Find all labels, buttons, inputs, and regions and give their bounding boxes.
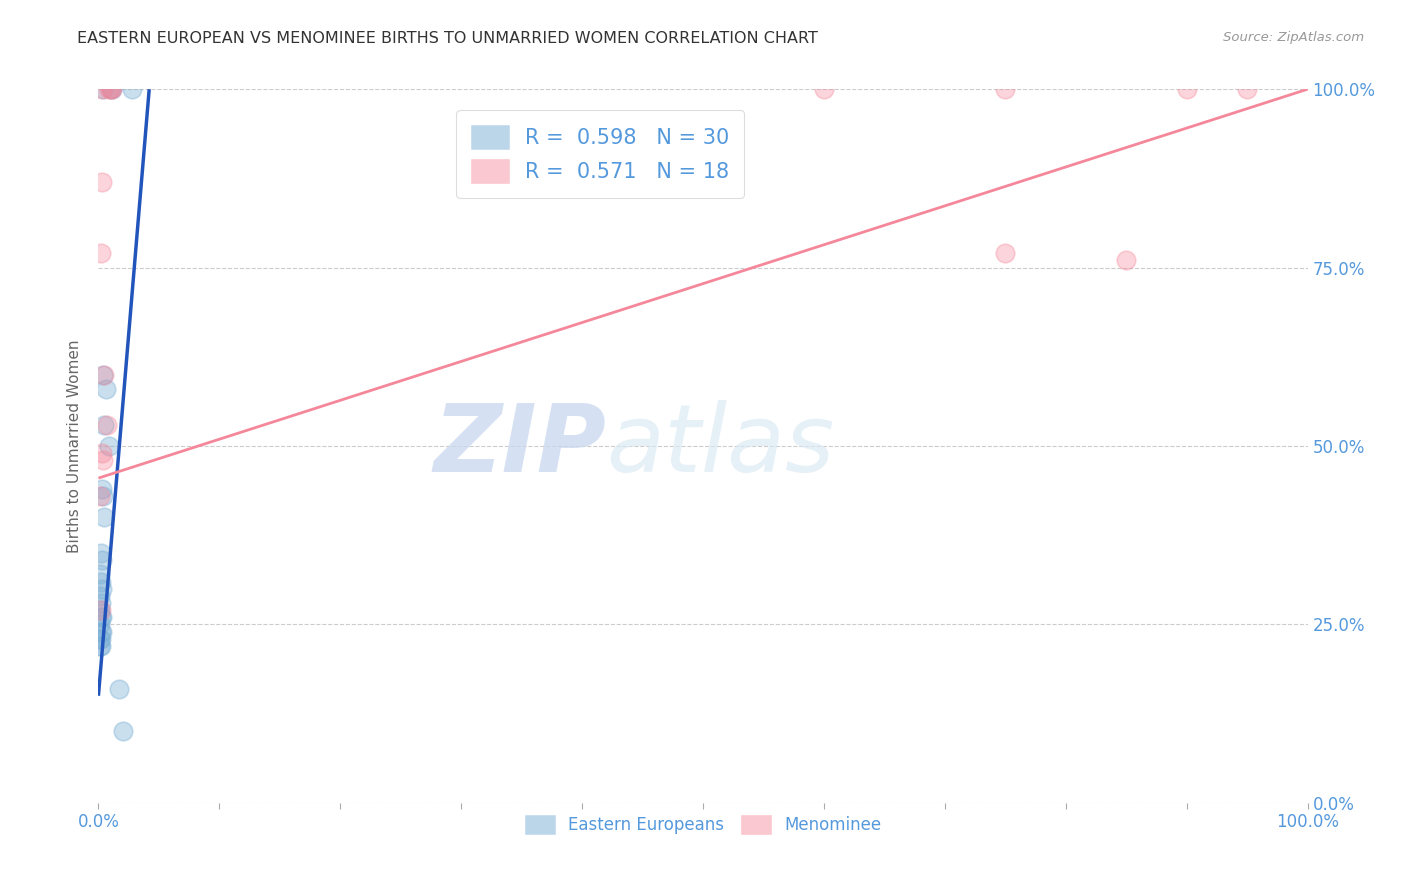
Point: [994, 82, 1017, 96]
Point: [94, 382, 117, 396]
Point: [91, 582, 114, 596]
Point: [1115, 253, 1137, 268]
Point: [91, 553, 114, 567]
Point: [90, 639, 112, 653]
Point: [98, 439, 121, 453]
Point: [89, 589, 111, 603]
Point: [100, 82, 122, 96]
Point: [91, 482, 114, 496]
Point: [1175, 82, 1198, 96]
Point: [89, 603, 111, 617]
Point: [89, 489, 111, 503]
Point: [89, 639, 111, 653]
Point: [1236, 82, 1258, 96]
Point: [90, 246, 112, 260]
Point: [111, 724, 134, 739]
Point: [93, 368, 115, 382]
Point: [91, 368, 114, 382]
Point: [100, 82, 122, 96]
Text: atlas: atlas: [606, 401, 835, 491]
Point: [98, 82, 121, 96]
Point: [96, 417, 118, 432]
Point: [994, 246, 1017, 260]
Point: [90, 610, 112, 624]
Point: [90, 624, 112, 639]
Point: [91, 489, 114, 503]
Point: [91, 446, 114, 460]
Text: ZIP: ZIP: [433, 400, 606, 492]
Y-axis label: Births to Unmarried Women: Births to Unmarried Women: [67, 339, 83, 553]
Point: [108, 681, 131, 696]
Point: [90, 574, 112, 589]
Point: [91, 175, 114, 189]
Point: [100, 82, 122, 96]
Point: [121, 82, 143, 96]
Point: [90, 603, 112, 617]
Point: [93, 417, 115, 432]
Point: [91, 82, 114, 96]
Point: [89, 632, 111, 646]
Point: [91, 453, 114, 467]
Legend: Eastern Europeans, Menominee: Eastern Europeans, Menominee: [517, 808, 889, 841]
Point: [91, 82, 114, 96]
Point: [90, 546, 112, 560]
Point: [93, 510, 115, 524]
Point: [91, 610, 114, 624]
Point: [90, 596, 112, 610]
Text: EASTERN EUROPEAN VS MENOMINEE BIRTHS TO UNMARRIED WOMEN CORRELATION CHART: EASTERN EUROPEAN VS MENOMINEE BIRTHS TO …: [77, 31, 818, 46]
Point: [813, 82, 835, 96]
Point: [90, 632, 112, 646]
Text: Source: ZipAtlas.com: Source: ZipAtlas.com: [1223, 31, 1364, 45]
Point: [89, 617, 111, 632]
Point: [100, 82, 122, 96]
Point: [91, 624, 114, 639]
Point: [89, 567, 111, 582]
